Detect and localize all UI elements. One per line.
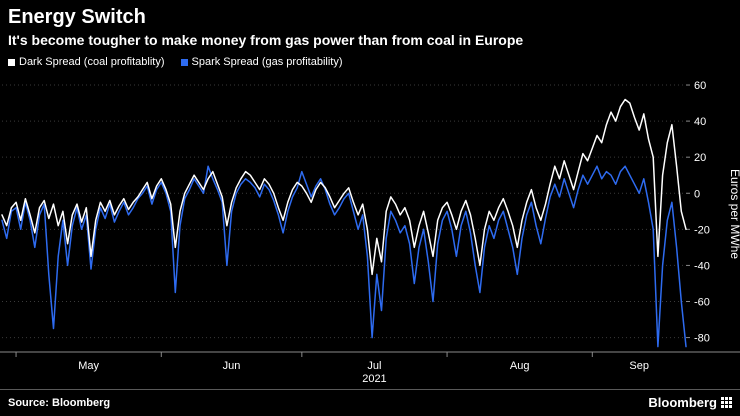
y-tick-label: -40 — [694, 260, 710, 272]
x-tick-label: May — [78, 360, 99, 372]
y-tick-label: 60 — [694, 80, 706, 92]
bloomberg-grid-icon — [721, 397, 732, 408]
x-tick-label: Aug — [510, 360, 530, 372]
x-tick-label: Jun — [223, 360, 241, 372]
x-tick-label: Sep — [629, 360, 649, 372]
y-tick-label: -80 — [694, 333, 710, 345]
legend-label-dark-spread: Dark Spread (coal profitablity) — [19, 56, 165, 68]
chart-footer: Source: Bloomberg Bloomberg — [0, 389, 740, 416]
y-tick-label: -60 — [694, 296, 710, 308]
y-tick-label: 0 — [694, 188, 700, 200]
line-chart: 60 40 20 0 -20 -40 -60 -80 May Jun Jul Aug Sep 2021 Eu… — [0, 80, 740, 385]
chart-title: Energy Switch — [8, 6, 146, 28]
bloomberg-logo: Bloomberg — [648, 395, 732, 410]
y-tick-label: -20 — [694, 224, 710, 236]
y-axis-title: Euros per MWhe — [728, 169, 740, 259]
bloomberg-wordmark: Bloomberg — [648, 395, 717, 410]
x-year-label: 2021 — [362, 373, 386, 385]
legend-item-dark-spread: Dark Spread (coal profitablity) — [8, 55, 165, 70]
legend: Dark Spread (coal profitablity) Spark Sp… — [8, 55, 732, 70]
legend-item-spark-spread: Spark Spread (gas profitability) — [180, 55, 343, 70]
legend-label-spark-spread: Spark Spread (gas profitability) — [191, 56, 343, 68]
spark-spread-swatch-icon — [180, 59, 188, 66]
chart-subtitle: It's become tougher to make money from g… — [8, 32, 524, 48]
chart-header: Energy Switch It's become tougher to mak… — [0, 0, 740, 70]
spark-spread-line — [1, 165, 687, 348]
dark-spread-swatch-icon — [8, 59, 15, 66]
dark-spread-line — [1, 98, 687, 276]
y-tick-label: 40 — [694, 116, 706, 128]
source-label: Source: Bloomberg — [8, 396, 111, 409]
x-tick-label: Jul — [367, 360, 381, 372]
y-tick-label: 20 — [694, 152, 706, 164]
